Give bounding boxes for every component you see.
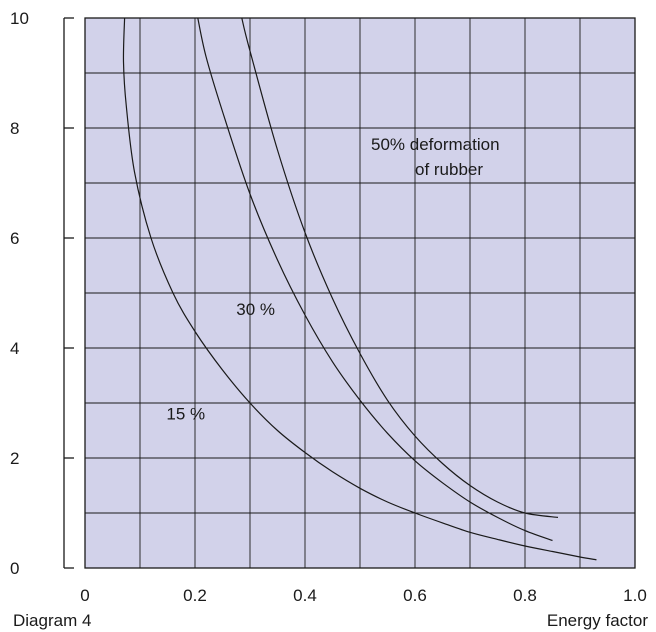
x-axis-ticks: 0 0.2 0.4 0.6 0.8 1.0	[80, 586, 647, 605]
y-tick-label: 0	[10, 559, 19, 578]
y-axis-ticks: 0 2 4 6 8 10	[10, 9, 74, 578]
x-tick-label: 0.4	[293, 586, 317, 605]
curve-annotation: 30 %	[236, 300, 275, 319]
y-tick-label: 10	[10, 9, 29, 28]
diagram-caption: Diagram 4	[13, 611, 91, 630]
x-axis-label: Energy factor	[547, 611, 648, 630]
y-tick-label: 8	[10, 119, 19, 138]
x-tick-label: 1.0	[623, 586, 647, 605]
curve-30-percent	[197, 17, 553, 542]
grid-lines	[85, 18, 635, 568]
x-tick-label: 0	[80, 586, 89, 605]
y-tick-label: 6	[10, 229, 19, 248]
curve-50-percent	[241, 17, 559, 518]
x-tick-label: 0.8	[513, 586, 537, 605]
annotations: 50% deformation of rubber 30 % 15 %	[166, 135, 499, 424]
curve-15-percent	[122, 17, 597, 561]
curve-annotation: of rubber	[415, 160, 483, 179]
y-tick-label: 4	[10, 339, 19, 358]
curve-annotation: 50% deformation	[371, 135, 500, 154]
curves	[122, 17, 597, 561]
y-tick-label: 2	[10, 449, 19, 468]
x-tick-label: 0.6	[403, 586, 427, 605]
x-tick-label: 0.2	[183, 586, 207, 605]
curve-annotation: 15 %	[166, 405, 205, 424]
